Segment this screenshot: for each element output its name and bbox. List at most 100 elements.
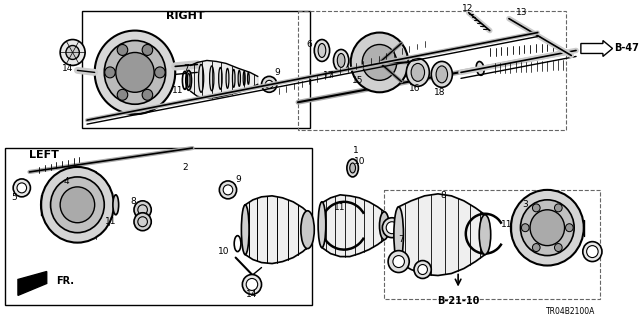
Circle shape bbox=[262, 76, 277, 92]
Ellipse shape bbox=[198, 64, 204, 92]
Circle shape bbox=[554, 204, 562, 212]
Circle shape bbox=[104, 41, 166, 104]
Circle shape bbox=[388, 251, 409, 272]
Text: 1: 1 bbox=[353, 145, 358, 154]
Ellipse shape bbox=[232, 70, 235, 87]
Ellipse shape bbox=[318, 43, 326, 57]
Ellipse shape bbox=[380, 212, 389, 240]
Text: 7: 7 bbox=[183, 64, 189, 73]
Ellipse shape bbox=[318, 202, 326, 248]
Text: TR04B2100A: TR04B2100A bbox=[546, 307, 595, 316]
Text: 5: 5 bbox=[12, 193, 17, 202]
Circle shape bbox=[583, 241, 602, 262]
Ellipse shape bbox=[210, 66, 214, 91]
Circle shape bbox=[243, 274, 262, 294]
Text: 16: 16 bbox=[409, 84, 420, 93]
Circle shape bbox=[117, 89, 128, 100]
Ellipse shape bbox=[431, 62, 452, 87]
Circle shape bbox=[414, 261, 431, 278]
Circle shape bbox=[386, 222, 397, 234]
Circle shape bbox=[142, 44, 153, 56]
Polygon shape bbox=[18, 271, 47, 295]
Circle shape bbox=[393, 256, 404, 268]
Text: 2: 2 bbox=[182, 163, 188, 173]
Text: 3: 3 bbox=[522, 200, 528, 209]
Bar bbox=[82, 11, 310, 128]
Text: 11: 11 bbox=[501, 220, 513, 229]
Circle shape bbox=[17, 183, 27, 193]
Text: 17: 17 bbox=[323, 71, 335, 80]
Circle shape bbox=[134, 213, 151, 231]
Text: 13: 13 bbox=[516, 8, 527, 17]
Text: LEFT: LEFT bbox=[29, 150, 59, 160]
Circle shape bbox=[60, 40, 85, 65]
Text: 8: 8 bbox=[441, 191, 447, 200]
Ellipse shape bbox=[436, 66, 447, 83]
Text: 11: 11 bbox=[105, 217, 116, 226]
Circle shape bbox=[155, 67, 165, 78]
Circle shape bbox=[520, 200, 574, 256]
Circle shape bbox=[60, 187, 95, 223]
Circle shape bbox=[266, 80, 273, 88]
Bar bbox=[384, 190, 600, 300]
Circle shape bbox=[134, 201, 151, 219]
Ellipse shape bbox=[219, 67, 222, 89]
Ellipse shape bbox=[347, 159, 358, 177]
Ellipse shape bbox=[188, 73, 190, 87]
Text: B-47: B-47 bbox=[614, 43, 639, 54]
Ellipse shape bbox=[238, 70, 241, 86]
Text: 12: 12 bbox=[462, 4, 474, 13]
Circle shape bbox=[223, 185, 233, 195]
Text: 7: 7 bbox=[399, 235, 404, 244]
Ellipse shape bbox=[411, 63, 424, 81]
Text: 11: 11 bbox=[172, 86, 184, 95]
Circle shape bbox=[51, 177, 104, 233]
Text: 9: 9 bbox=[236, 175, 241, 184]
Text: FR.: FR. bbox=[56, 277, 74, 286]
Ellipse shape bbox=[333, 49, 349, 71]
Ellipse shape bbox=[476, 62, 484, 75]
Bar bbox=[298, 11, 566, 130]
Circle shape bbox=[522, 224, 529, 232]
Text: 9: 9 bbox=[274, 68, 280, 77]
Circle shape bbox=[142, 89, 153, 100]
Text: 11: 11 bbox=[335, 203, 346, 212]
Circle shape bbox=[246, 278, 258, 290]
Circle shape bbox=[351, 33, 408, 92]
Ellipse shape bbox=[394, 207, 403, 263]
Bar bbox=[6, 148, 312, 305]
Circle shape bbox=[532, 204, 540, 212]
Circle shape bbox=[13, 179, 31, 197]
Circle shape bbox=[587, 246, 598, 257]
Circle shape bbox=[220, 181, 237, 199]
Text: B-21-10: B-21-10 bbox=[437, 296, 479, 306]
Ellipse shape bbox=[406, 58, 429, 86]
Circle shape bbox=[554, 243, 562, 251]
Text: 6: 6 bbox=[307, 40, 312, 49]
Circle shape bbox=[418, 264, 428, 274]
Circle shape bbox=[95, 31, 175, 114]
Text: 4: 4 bbox=[63, 177, 68, 186]
Circle shape bbox=[117, 44, 128, 56]
Text: 15: 15 bbox=[351, 76, 363, 85]
Circle shape bbox=[66, 46, 79, 59]
Text: RIGHT: RIGHT bbox=[166, 11, 204, 21]
Circle shape bbox=[41, 167, 114, 243]
Polygon shape bbox=[581, 41, 612, 56]
Circle shape bbox=[382, 218, 401, 238]
Circle shape bbox=[530, 210, 564, 246]
Text: 14: 14 bbox=[62, 64, 74, 73]
Ellipse shape bbox=[479, 215, 491, 255]
Ellipse shape bbox=[301, 211, 314, 249]
Circle shape bbox=[116, 52, 154, 92]
Circle shape bbox=[105, 67, 115, 78]
Ellipse shape bbox=[186, 70, 191, 90]
Circle shape bbox=[511, 190, 584, 265]
Ellipse shape bbox=[349, 163, 355, 173]
Ellipse shape bbox=[337, 54, 345, 67]
Circle shape bbox=[362, 45, 397, 80]
Text: 18: 18 bbox=[434, 88, 445, 97]
Ellipse shape bbox=[113, 195, 118, 215]
Ellipse shape bbox=[243, 71, 245, 85]
Text: 14: 14 bbox=[246, 290, 258, 299]
